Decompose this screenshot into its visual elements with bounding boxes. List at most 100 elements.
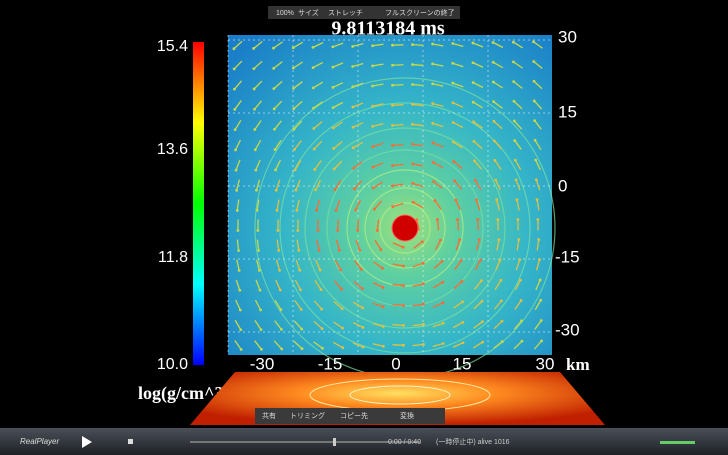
flow-arrowhead <box>481 320 484 323</box>
flow-arrowhead <box>352 146 355 149</box>
flow-arrowhead <box>493 120 496 123</box>
flow-arrowhead <box>519 279 522 282</box>
flow-arrowhead <box>253 67 256 70</box>
flow-arrowhead <box>431 142 434 145</box>
flow-arrowhead <box>237 229 240 232</box>
flow-arrowhead <box>312 66 315 69</box>
flow-arrowhead <box>341 346 344 349</box>
flow-arrowhead <box>362 326 365 329</box>
flow-arrowhead <box>472 81 475 84</box>
zoom[interactable]: 100% <box>276 10 294 17</box>
core <box>392 215 418 241</box>
flow-arrowhead <box>234 128 237 131</box>
flow-arrowhead <box>539 279 542 282</box>
flow-arrowhead <box>473 159 476 162</box>
volume-bar[interactable] <box>660 441 695 444</box>
flow-arrowhead <box>441 260 444 263</box>
flow-arrowhead <box>421 240 424 243</box>
flow-arrowhead <box>391 84 394 87</box>
flow-arrowhead <box>233 88 236 91</box>
flow-arrowhead <box>372 166 375 169</box>
flow-arrowhead <box>431 82 434 85</box>
flow-arrowhead <box>478 238 481 241</box>
x-tick-label: -15 <box>318 354 343 373</box>
y-tick-label: -30 <box>555 320 580 339</box>
flow-arrowhead <box>299 288 302 291</box>
flow-arrowhead <box>238 269 241 272</box>
flow-arrowhead <box>274 148 277 151</box>
flow-arrowhead <box>313 168 316 171</box>
flow-arrowhead <box>476 218 479 221</box>
status: (一時停止中) alive 1016 <box>436 437 510 446</box>
flow-arrowhead <box>452 160 455 163</box>
flow-arrowhead <box>258 269 261 272</box>
flow-arrowhead <box>496 218 499 221</box>
flow-arrowhead <box>233 68 236 71</box>
flow-arrowhead <box>315 209 318 212</box>
flow-arrowhead <box>319 269 322 272</box>
flow-arrowhead <box>494 179 497 182</box>
flow-arrowhead <box>259 308 262 311</box>
flow-arrowhead <box>391 205 394 208</box>
exit-fullscreen[interactable]: フルスクリーンの終了 <box>385 8 455 17</box>
flow-arrowhead <box>411 43 414 46</box>
flow-arrowhead <box>461 321 464 324</box>
flow-arrowhead <box>295 189 298 192</box>
trim-button[interactable]: トリミング <box>290 411 325 420</box>
flow-arrowhead <box>501 340 504 343</box>
flow-arrowhead <box>351 45 354 48</box>
stretch-menu[interactable]: ストレッチ <box>328 9 363 17</box>
flow-arrowhead <box>432 180 435 183</box>
flow-arrowhead <box>300 308 303 311</box>
colorbar <box>193 42 204 365</box>
flow-arrowhead <box>472 120 475 123</box>
flow-arrowhead <box>253 108 256 111</box>
flow-arrowhead <box>280 348 283 351</box>
flow-arrowhead <box>254 148 257 151</box>
seek-thumb[interactable] <box>333 438 336 446</box>
flow-arrowhead <box>272 67 275 70</box>
flow-arrowhead <box>276 209 279 212</box>
seek-bar[interactable] <box>190 441 420 443</box>
flow-arrowhead <box>352 126 355 129</box>
flow-arrowhead <box>422 262 425 265</box>
screen: 100% サイズ ストレッチ フルスクリーンの終了 9.8113184 ms 1… <box>0 0 728 455</box>
colorbar-label: 11.8 <box>158 249 188 266</box>
flow-arrowhead <box>279 289 282 292</box>
flow-arrow <box>413 45 424 46</box>
flow-arrowhead <box>239 309 242 312</box>
flow-arrowhead <box>431 102 434 105</box>
flow-arrowhead <box>499 258 502 261</box>
flow-arrowhead <box>292 46 295 49</box>
flow-arrowhead <box>411 83 414 86</box>
flow-arrowhead <box>540 339 543 342</box>
size-menu[interactable]: サイズ <box>298 8 319 17</box>
flow-arrowhead <box>454 199 457 202</box>
flow-arrowhead <box>492 100 495 103</box>
flow-arrowhead <box>518 258 521 261</box>
flow-arrowhead <box>492 61 495 64</box>
convert-button[interactable]: 変換 <box>400 411 414 420</box>
flow-arrowhead <box>356 229 359 232</box>
stop-button[interactable] <box>128 439 133 444</box>
flow-arrowhead <box>297 249 300 252</box>
share-button[interactable]: 共有 <box>262 411 276 420</box>
flow-arrowhead <box>233 47 236 50</box>
flow-arrowhead <box>538 258 541 261</box>
flow-arrow <box>393 325 404 326</box>
flow-arrowhead <box>436 218 439 221</box>
flow-arrowhead <box>371 105 374 108</box>
y-tick-label: 30 <box>558 27 577 46</box>
y-tick-label: 0 <box>558 176 567 195</box>
flow-arrowhead <box>316 229 319 232</box>
x-tick-label: -30 <box>250 354 275 373</box>
flow-arrowhead <box>513 120 516 123</box>
copy-button[interactable]: コピー先 <box>340 411 368 420</box>
flow-arrowhead <box>351 65 354 68</box>
flow-arrowhead <box>382 325 385 328</box>
flow-arrowhead <box>513 139 516 142</box>
flow-arrowhead <box>296 229 299 232</box>
flow-arrowhead <box>516 218 519 221</box>
brand[interactable]: RealPlayer <box>20 437 59 446</box>
flow-arrow <box>393 105 404 106</box>
